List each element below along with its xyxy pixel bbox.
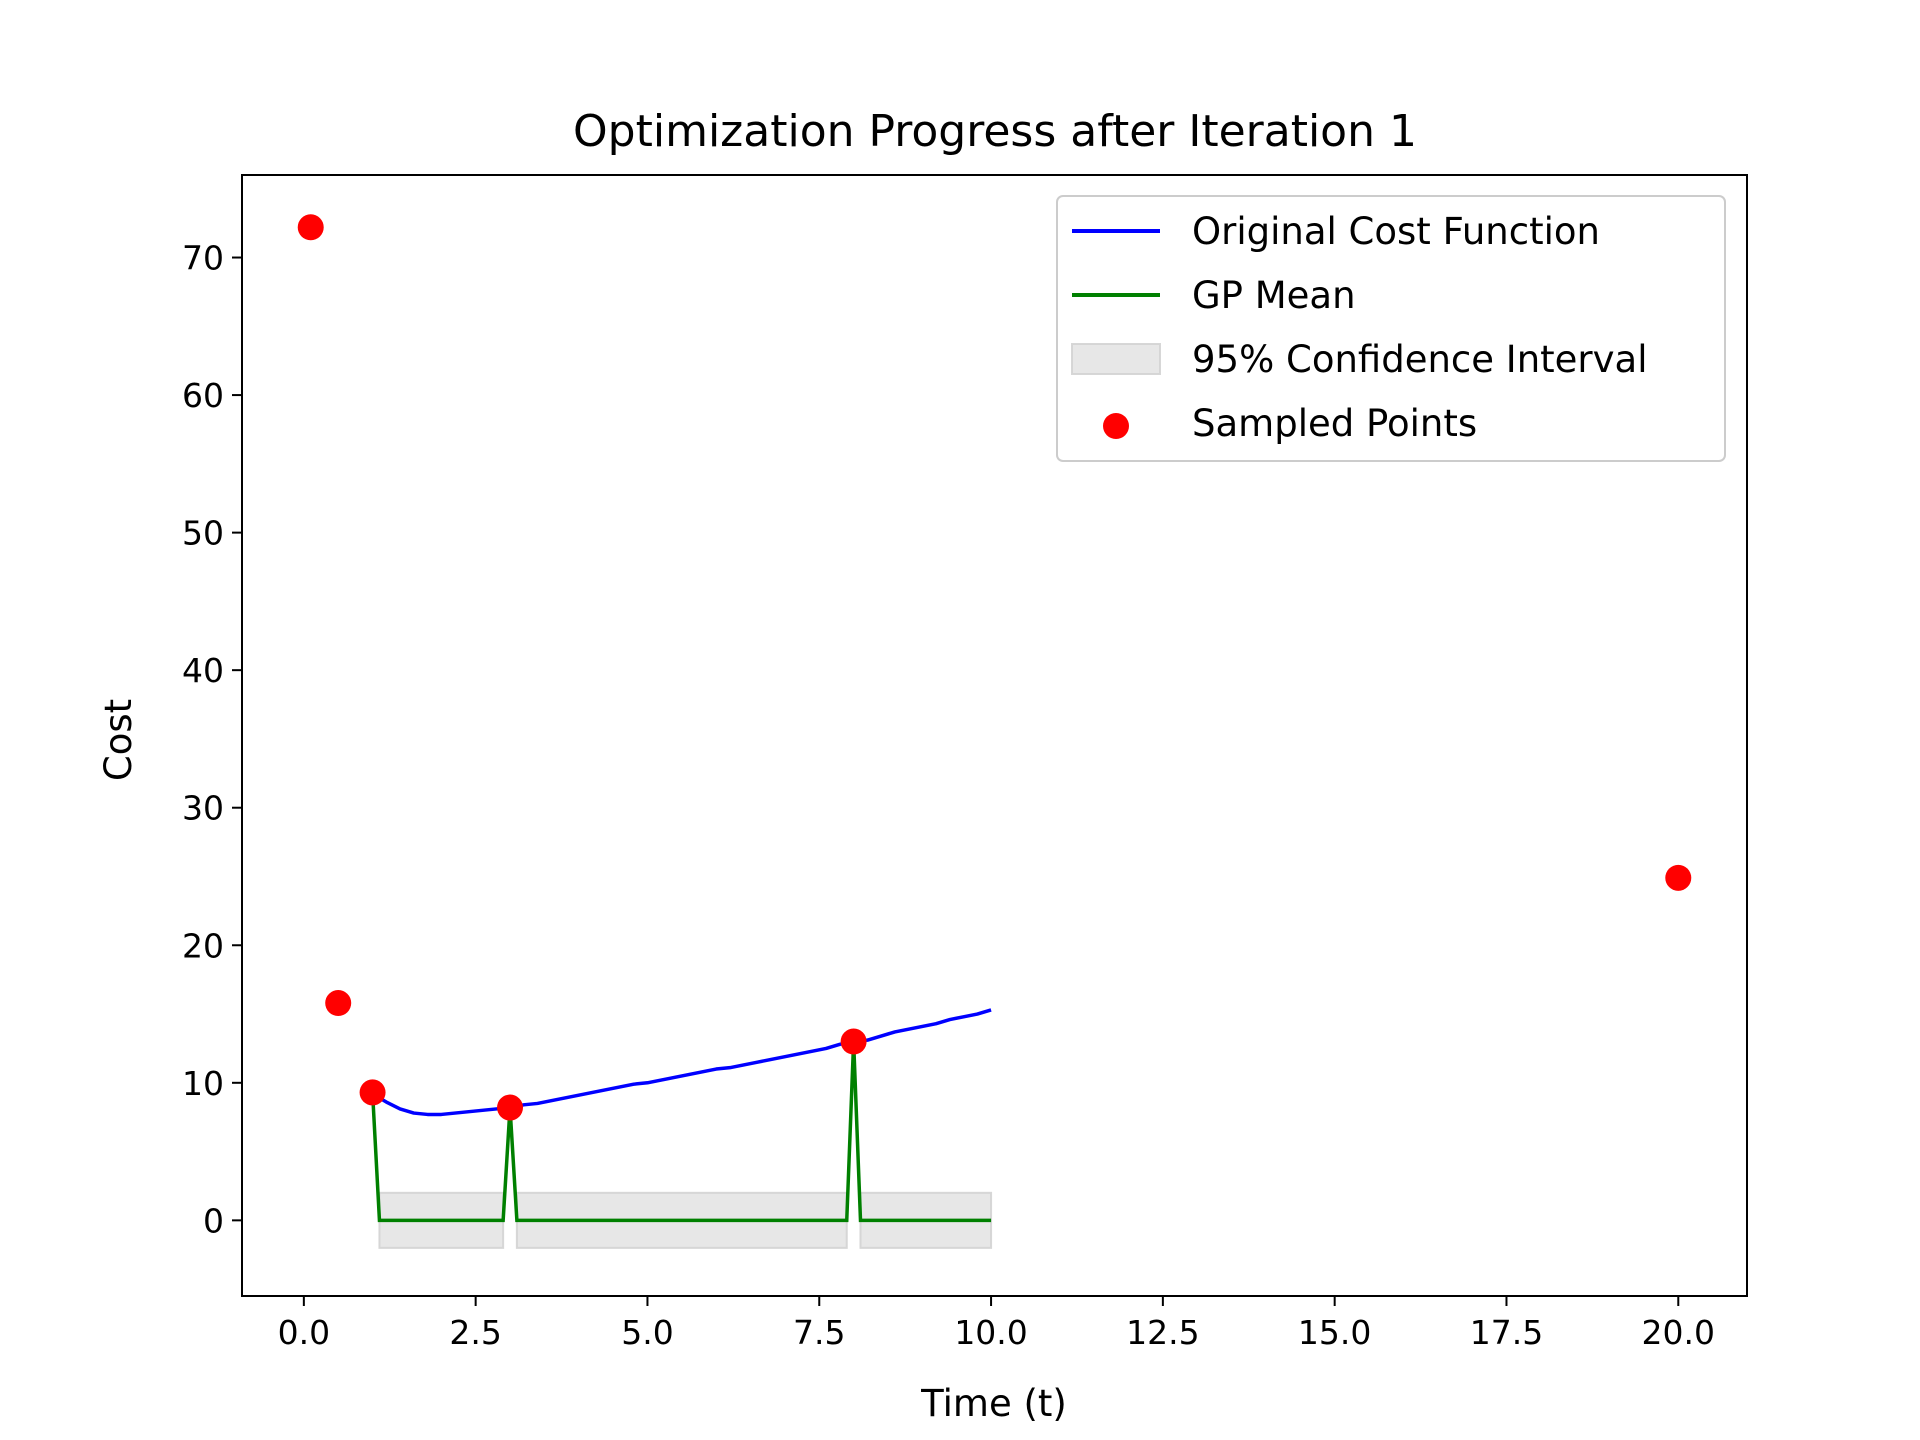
legend-confidence-interval-label: 95% Confidence Interval [1192,338,1648,381]
legend-box [1056,195,1726,462]
x-axis-label: Time (t) [920,1382,1067,1425]
legend-gp-mean-label: GP Mean [1192,274,1356,317]
plot-area [297,214,1692,1249]
legend-confidence-interval-swatch [1071,343,1161,375]
chart-title: Optimization Progress after Iteration 1 [573,106,1417,157]
sampled-point-4 [840,1028,867,1055]
x-tick-label-6: 15.0 [1298,1313,1371,1352]
sampled-point-5 [1665,864,1692,891]
x-tick-label-2: 5.0 [621,1313,673,1352]
sampled-point-1 [325,990,352,1017]
x-tick-label-4: 10.0 [954,1313,1027,1352]
y-tick-label-5: 50 [182,514,224,553]
y-tick-label-3: 30 [182,789,224,828]
y-tick-label-2: 20 [182,926,224,965]
x-tick-label-5: 12.5 [1126,1313,1199,1352]
axes: 0.0 2.5 5.0 7.5 10.0 12.5 15.0 17.5 20.0 0 10 20 30 4… [182,239,1715,1352]
plot-frame [241,174,1748,1297]
x-tick-label-8: 20.0 [1642,1313,1715,1352]
y-tick-label-4: 40 [182,651,224,690]
y-axis-label: Cost [97,699,140,781]
legend-sampled-points-label: Sampled Points [1192,402,1477,445]
legend: Original Cost Function GP Mean 95% Confi… [1056,195,1726,462]
x-tick-label-1: 2.5 [449,1313,501,1352]
y-tick-label-7: 70 [182,239,224,278]
sampled-point-0 [297,214,324,241]
y-tick-label-6: 60 [182,376,224,415]
x-tick-label-0: 0.0 [278,1313,330,1352]
legend-original-cost-label: Original Cost Function [1192,210,1600,253]
sampled-point-2 [359,1079,386,1106]
legend-sampled-points-swatch [1103,413,1129,439]
gp-mean-line [370,1041,992,1223]
x-tick-label-3: 7.5 [793,1313,845,1352]
x-tick-label-7: 17.5 [1470,1313,1543,1352]
original-cost-function-line [371,1008,992,1117]
y-tick-label-0: 0 [203,1201,224,1240]
sampled-point-3 [497,1094,524,1121]
y-tick-label-1: 10 [182,1064,224,1103]
